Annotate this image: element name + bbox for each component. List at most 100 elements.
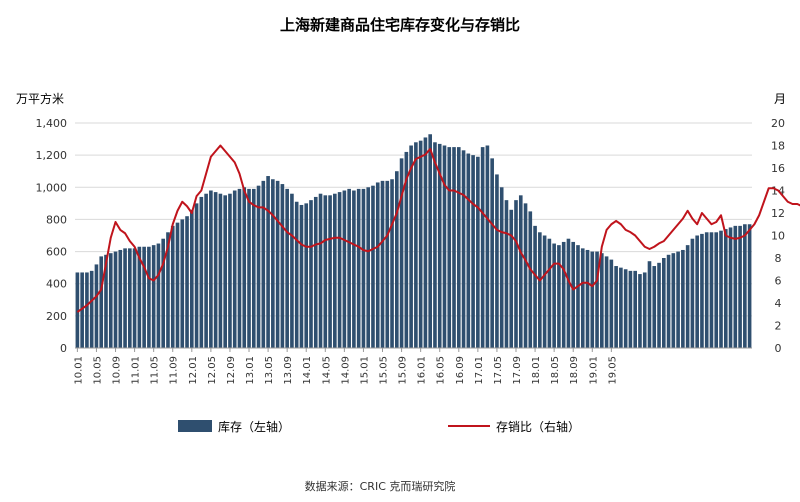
- inventory-bar: [695, 235, 699, 348]
- inventory-bar: [318, 193, 323, 348]
- x-tick-label: 14.09: [340, 356, 351, 385]
- inventory-bar: [189, 209, 194, 348]
- inventory-bar: [290, 193, 294, 348]
- inventory-bar: [166, 232, 170, 348]
- inventory-bar: [213, 192, 218, 348]
- inventory-bar: [309, 200, 313, 348]
- inventory-bar: [528, 211, 533, 348]
- inventory-bar: [728, 227, 733, 348]
- inventory-bar: [671, 253, 676, 348]
- inventory-bar: [232, 190, 237, 348]
- x-tick-label: 16.09: [455, 356, 466, 385]
- inventory-bar: [495, 174, 499, 348]
- inventory-bar: [271, 179, 275, 348]
- inventory-bar: [652, 266, 657, 348]
- inventory-bar: [256, 185, 261, 348]
- inventory-bar: [285, 188, 289, 348]
- inventory-bar: [700, 233, 704, 348]
- inventory-bar: [743, 224, 747, 348]
- chart-title: 上海新建商品住宅库存变化与存销比: [280, 16, 520, 34]
- inventory-bar: [595, 251, 599, 348]
- x-tick-label: 15.09: [398, 356, 409, 385]
- inventory-bar: [590, 251, 595, 348]
- inventory-bar: [533, 225, 537, 348]
- inventory-bar: [538, 232, 542, 348]
- inventory-bar: [337, 192, 342, 348]
- inventory-bar: [218, 193, 223, 348]
- inventory-bar: [175, 222, 180, 348]
- inventory-bar: [580, 248, 585, 348]
- inventory-bar: [228, 193, 232, 348]
- inventory-bar: [247, 188, 251, 348]
- x-tick-label: 17.01: [474, 356, 485, 385]
- x-tick-label: 18.01: [531, 356, 542, 385]
- inventory-bar: [113, 251, 118, 348]
- inventory-bar: [428, 134, 432, 348]
- inventory-bar: [261, 180, 266, 348]
- left-axis-label: 万平方米: [16, 91, 64, 106]
- inventory-bar: [714, 232, 719, 348]
- x-tick-label: 11.09: [169, 356, 180, 385]
- inventory-bar: [447, 147, 452, 348]
- inventory-bar: [523, 203, 528, 348]
- inventory-bar: [185, 216, 189, 348]
- right-tick-label: 18: [771, 140, 785, 153]
- inventory-bar: [733, 225, 738, 348]
- inventory-bar: [418, 140, 423, 348]
- inventory-bar: [514, 200, 518, 348]
- legend-label-inventory: 库存（左轴）: [218, 419, 290, 434]
- inventory-bar: [199, 196, 204, 348]
- inventory-bar: [542, 235, 547, 348]
- x-tick-label: 13.05: [264, 356, 275, 385]
- inventory-bar: [352, 190, 356, 348]
- inventory-bar: [128, 248, 132, 348]
- inventory-bar: [704, 232, 709, 348]
- left-tick-label: 1,000: [36, 181, 68, 194]
- inventory-bar: [147, 246, 151, 348]
- inventory-bar: [442, 145, 447, 348]
- inventory-bar: [561, 241, 566, 348]
- inventory-bar: [723, 229, 728, 348]
- x-tick-label: 11.01: [131, 356, 142, 385]
- inventory-bar: [375, 182, 380, 348]
- inventory-bar: [552, 243, 556, 348]
- inventory-bar: [576, 245, 580, 348]
- x-axis-ticks: 10.01 10.05 10.09 11.01 11.05 11.09 12.01 12.05…: [73, 348, 618, 385]
- inventory-bar: [738, 225, 742, 348]
- inventory-bar: [690, 238, 695, 348]
- x-tick-label: 12.01: [188, 356, 199, 385]
- ratio-line: [76, 144, 800, 313]
- inventory-bar: [251, 188, 256, 348]
- inventory-bar: [504, 200, 509, 348]
- inventory-bar: [557, 245, 561, 348]
- inventory-bar: [476, 156, 480, 348]
- x-tick-label: 18.09: [569, 356, 580, 385]
- left-tick-label: 1,400: [36, 117, 68, 130]
- inventory-bar: [456, 147, 461, 348]
- inventory-bar: [638, 274, 642, 348]
- inventory-bar: [132, 248, 137, 348]
- inventory-bar: [485, 145, 490, 348]
- inventory-bar: [647, 261, 652, 348]
- left-tick-label: 400: [46, 278, 67, 291]
- inventory-bar: [299, 204, 304, 348]
- x-tick-label: 12.09: [226, 356, 237, 385]
- inventory-bar: [347, 188, 351, 348]
- inventory-bar: [409, 145, 413, 348]
- inventory-bar: [170, 225, 175, 348]
- inventory-bar: [180, 219, 185, 348]
- inventory-bar: [275, 180, 280, 348]
- inventory-bar: [75, 272, 80, 348]
- inventory-bar: [108, 253, 113, 348]
- inventory-bar: [304, 203, 309, 348]
- inventory-bar: [151, 245, 156, 348]
- legend-swatch-inventory: [178, 420, 212, 432]
- inventory-bar: [237, 188, 242, 348]
- x-tick-label: 13.09: [283, 356, 294, 385]
- left-axis-ticks: 0 200 400 600 800 1,000 1,200 1,400: [36, 117, 68, 355]
- inventory-bar: [80, 272, 84, 348]
- inventory-bar: [623, 269, 628, 348]
- inventory-bar: [294, 201, 299, 348]
- inventory-bar: [518, 195, 523, 348]
